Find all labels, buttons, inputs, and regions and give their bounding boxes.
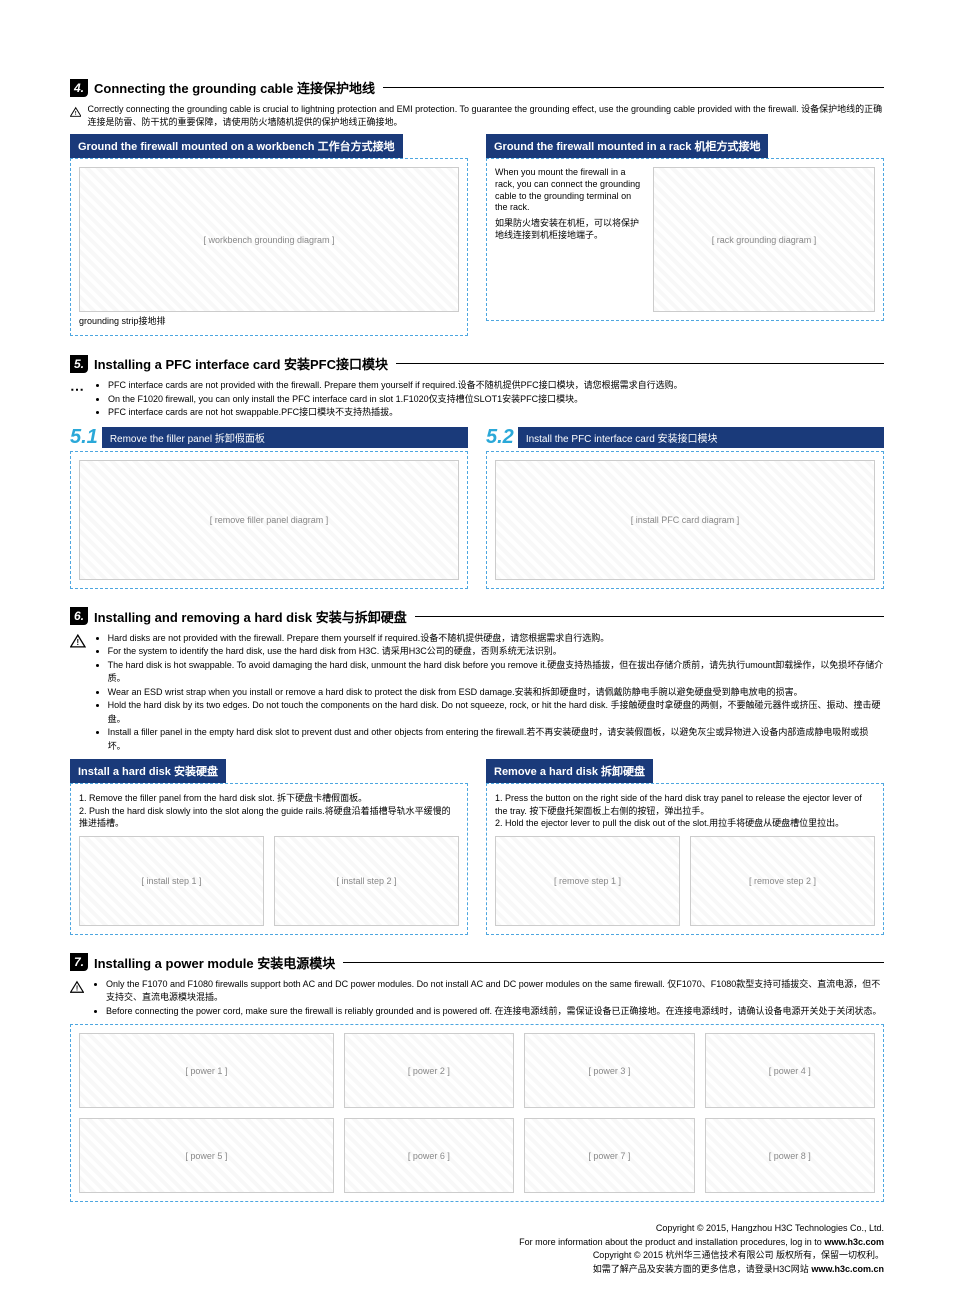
remove-hd-diagram-1: [ remove step 1 ]: [495, 836, 680, 926]
section-6-head: 6. Installing and removing a hard disk 安…: [70, 607, 884, 626]
install-hd-box: 1. Remove the filler panel from the hard…: [70, 783, 468, 935]
rack-side-text: When you mount the firewall in a rack, y…: [495, 167, 645, 312]
section-num: 5.: [70, 355, 88, 373]
section-4-head: 4. Connecting the grounding cable 连接保护地线: [70, 78, 884, 97]
workbench-box: [ workbench grounding diagram ] groundin…: [70, 158, 468, 336]
warning-row: ! Hard disks are not provided with the f…: [70, 632, 884, 754]
power-diagram-1: [ power 1 ]: [79, 1033, 334, 1108]
workbench-diagram: [ workbench grounding diagram ]: [79, 167, 459, 312]
warning-icon: !: [70, 105, 81, 119]
s5-bullets: PFC interface cards are not provided wit…: [92, 379, 683, 420]
power-diagram-4: [ power 4 ]: [705, 1033, 875, 1108]
rack-diagram: [ rack grounding diagram ]: [653, 167, 875, 312]
rack-header: Ground the firewall mounted in a rack 机柜…: [486, 134, 768, 158]
section-num: 7.: [70, 953, 88, 971]
footer: Copyright © 2015, Hangzhou H3C Technolog…: [70, 1222, 884, 1276]
remove-hd-box: 1. Press the button on the right side of…: [486, 783, 884, 935]
section-title: Installing a power module 安装电源模块: [94, 953, 335, 972]
hr: [396, 363, 884, 364]
section-7-head: 7. Installing a power module 安装电源模块: [70, 953, 884, 972]
hr: [415, 616, 884, 617]
note-row: ⋯ PFC interface cards are not provided w…: [70, 379, 884, 420]
substep-5-2: 5.2 Install the PFC interface card 安装接口模…: [486, 426, 884, 449]
warning-row: ! Correctly connecting the grounding cab…: [70, 103, 884, 128]
svg-text:!: !: [77, 638, 80, 647]
remove-hd-header: Remove a hard disk 拆卸硬盘: [486, 759, 653, 783]
install-pfc-diagram: [ install PFC card diagram ]: [495, 460, 875, 580]
power-diagram-6: [ power 6 ]: [344, 1118, 514, 1193]
section-5-head: 5. Installing a PFC interface card 安装PFC…: [70, 354, 884, 373]
remove-filler-box: [ remove filler panel diagram ]: [70, 451, 468, 589]
s7-bullets: Only the F1070 and F1080 firewalls suppo…: [90, 978, 884, 1019]
workbench-header: Ground the firewall mounted on a workben…: [70, 134, 403, 158]
s6-bullets: Hard disks are not provided with the fir…: [92, 632, 884, 754]
remove-hd-diagram-2: [ remove step 2 ]: [690, 836, 875, 926]
power-diagram-5: [ power 5 ]: [79, 1118, 334, 1193]
remove-filler-diagram: [ remove filler panel diagram ]: [79, 460, 459, 580]
substep-5-1: 5.1 Remove the filler panel 拆卸假面板: [70, 426, 468, 449]
warning-icon: !: [70, 980, 84, 994]
note-icon: ⋯: [70, 381, 86, 395]
svg-text:!: !: [76, 985, 78, 992]
hr: [383, 87, 884, 88]
section-title: Installing and removing a hard disk 安装与拆…: [94, 607, 407, 626]
section-num: 4.: [70, 79, 88, 97]
power-diagram-7: [ power 7 ]: [524, 1118, 694, 1193]
warning-row: ! Only the F1070 and F1080 firewalls sup…: [70, 978, 884, 1019]
svg-text:!: !: [75, 111, 77, 117]
power-diagram-8: [ power 8 ]: [705, 1118, 875, 1193]
install-hd-diagram-2: [ install step 2 ]: [274, 836, 459, 926]
power-box: [ power 1 ] [ power 2 ] [ power 3 ] [ po…: [70, 1024, 884, 1202]
grounding-strip-caption: grounding strip接地排: [79, 314, 459, 327]
install-hd-diagram-1: [ install step 1 ]: [79, 836, 264, 926]
power-diagram-3: [ power 3 ]: [524, 1033, 694, 1108]
hr: [343, 962, 884, 963]
section-num: 6.: [70, 607, 88, 625]
section-title: Connecting the grounding cable 连接保护地线: [94, 78, 375, 97]
warning-text: Correctly connecting the grounding cable…: [87, 103, 884, 128]
install-pfc-box: [ install PFC card diagram ]: [486, 451, 884, 589]
install-hd-header: Install a hard disk 安装硬盘: [70, 759, 226, 783]
section-title: Installing a PFC interface card 安装PFC接口模…: [94, 354, 388, 373]
power-diagram-2: [ power 2 ]: [344, 1033, 514, 1108]
warning-icon: !: [70, 634, 86, 648]
rack-box: When you mount the firewall in a rack, y…: [486, 158, 884, 321]
